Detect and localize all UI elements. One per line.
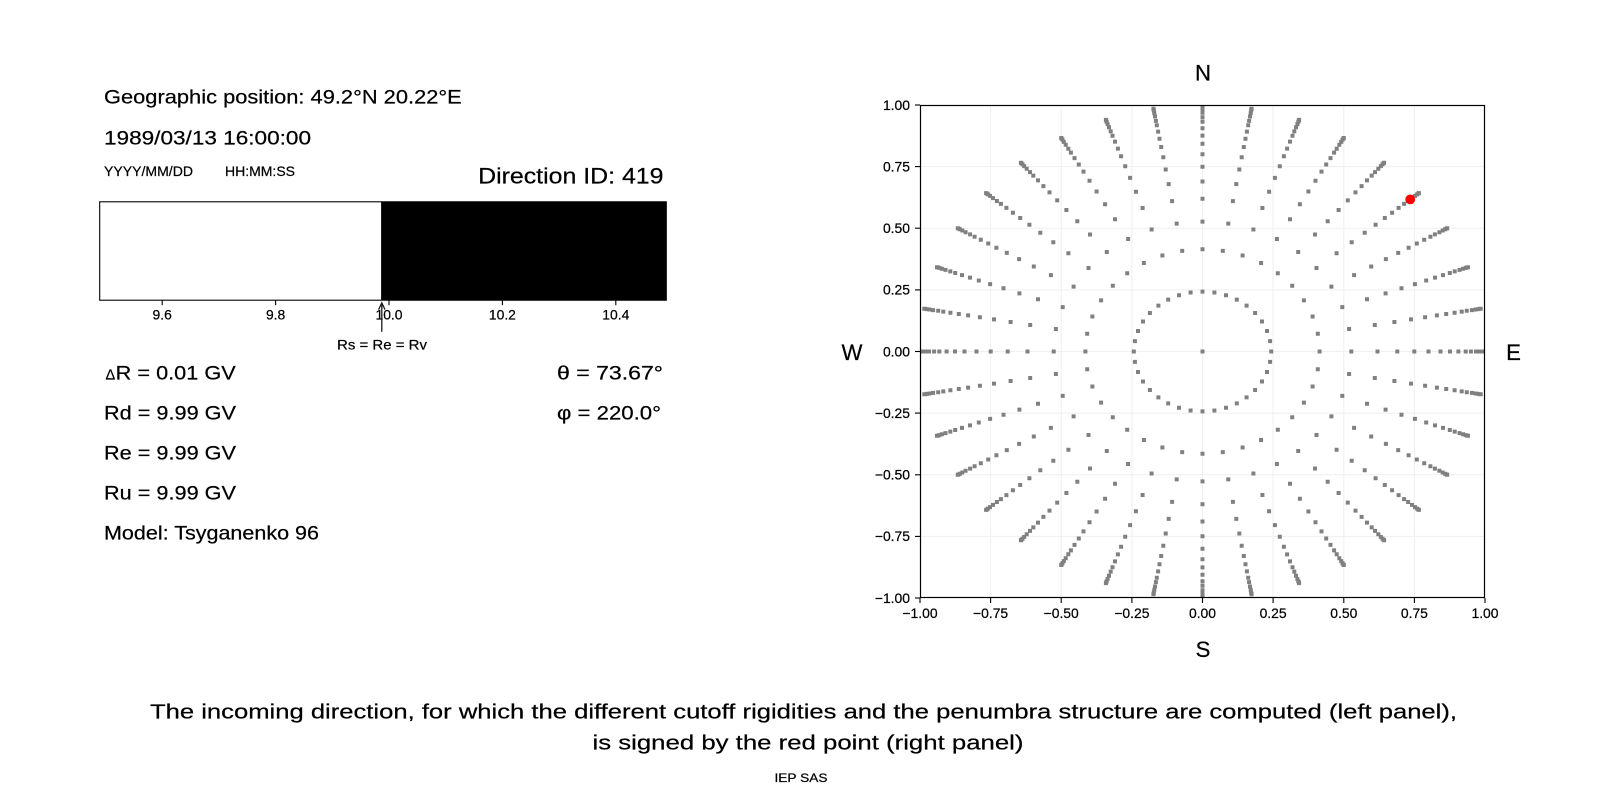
svg-text:−0.25: −0.25 (1114, 605, 1149, 621)
svg-text:Re = 9.99 GV: Re = 9.99 GV (104, 443, 236, 465)
svg-text:−0.50: −0.50 (1044, 605, 1079, 621)
svg-text:0.50: 0.50 (1330, 605, 1357, 621)
svg-text:10.2: 10.2 (489, 307, 516, 323)
svg-text:φ = 220.0°: φ = 220.0° (557, 403, 661, 425)
svg-text:Δ: Δ (106, 368, 116, 384)
svg-text:9.6: 9.6 (153, 307, 173, 323)
svg-text:IEP SAS: IEP SAS (775, 772, 828, 785)
svg-text:0.50: 0.50 (883, 220, 910, 236)
svg-text:0.75: 0.75 (883, 158, 910, 174)
svg-text:0.25: 0.25 (883, 282, 910, 298)
svg-text:−0.50: −0.50 (875, 467, 910, 483)
svg-text:−1.00: −1.00 (875, 590, 910, 606)
svg-text:0.00: 0.00 (883, 343, 910, 359)
svg-text:R = 0.01 GV: R = 0.01 GV (116, 363, 236, 385)
svg-text:1.00: 1.00 (1471, 605, 1498, 621)
svg-text:−0.75: −0.75 (973, 605, 1008, 621)
svg-text:The incoming direction, for wh: The incoming direction, for which the di… (150, 702, 1457, 724)
svg-text:1.00: 1.00 (883, 97, 910, 113)
svg-text:Direction ID: 419: Direction ID: 419 (478, 164, 663, 189)
svg-text:S: S (1196, 637, 1211, 662)
svg-text:1989/03/13 16:00:00: 1989/03/13 16:00:00 (104, 128, 311, 150)
svg-text:Rs = Re = Rv: Rs = Re = Rv (337, 336, 427, 352)
svg-text:−1.00: −1.00 (902, 605, 937, 621)
svg-text:YYYY/MM/DD: YYYY/MM/DD (104, 163, 193, 179)
svg-text:Model: Tsyganenko 96: Model: Tsyganenko 96 (104, 523, 319, 545)
svg-text:Rd = 9.99 GV: Rd = 9.99 GV (104, 403, 236, 425)
svg-text:Geographic position: 49.2°N 20: Geographic position: 49.2°N 20.22°E (104, 87, 462, 109)
svg-text:E: E (1506, 340, 1521, 365)
svg-text:9.8: 9.8 (266, 307, 286, 323)
svg-text:−0.25: −0.25 (875, 405, 910, 421)
svg-text:0.75: 0.75 (1401, 605, 1428, 621)
svg-text:Ru = 9.99 GV: Ru = 9.99 GV (104, 483, 236, 505)
svg-text:N: N (1195, 61, 1211, 86)
svg-text:is signed by the red point (ri: is signed by the red point (right panel) (593, 733, 1024, 755)
svg-text:−0.75: −0.75 (875, 528, 910, 544)
svg-text:θ = 73.67°: θ = 73.67° (557, 363, 663, 385)
svg-text:10.4: 10.4 (602, 307, 629, 323)
svg-text:0.25: 0.25 (1260, 605, 1287, 621)
svg-text:0.00: 0.00 (1189, 605, 1216, 621)
svg-text:HH:MM:SS: HH:MM:SS (225, 163, 295, 179)
svg-text:W: W (842, 340, 863, 365)
